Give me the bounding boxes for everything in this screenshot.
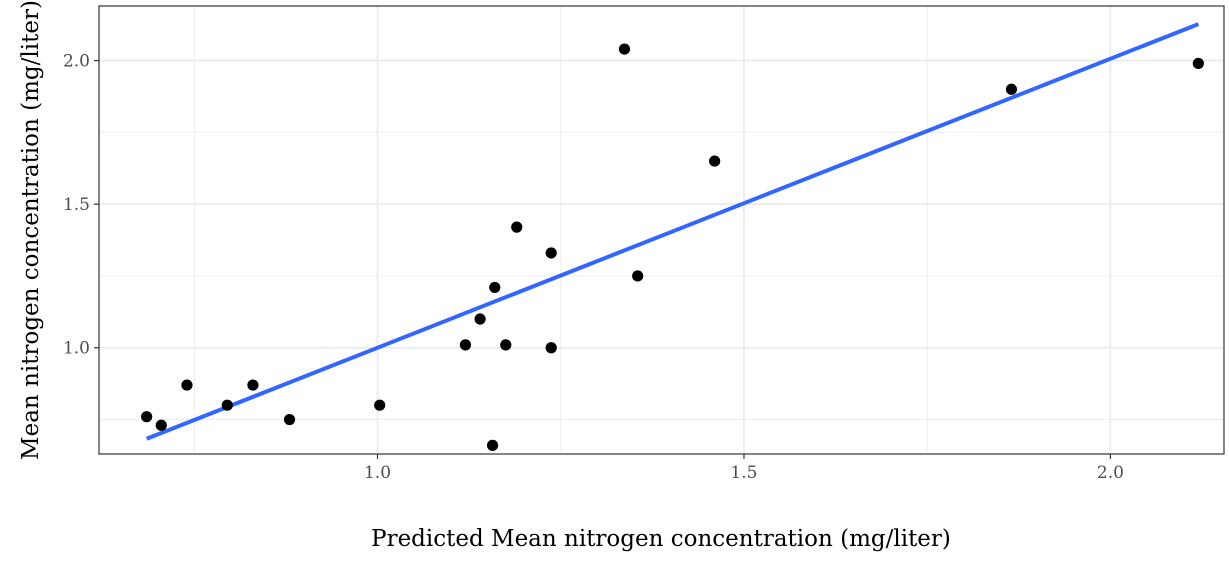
x-axis: 1.0 1.5 2.0: [364, 454, 1124, 483]
data-point: [181, 379, 193, 391]
x-tick-label: 1.5: [730, 463, 757, 483]
data-point: [489, 281, 501, 294]
points-layer: [141, 43, 1204, 451]
data-point: [474, 313, 486, 325]
y-axis: 1.0 1.5 2.0: [63, 52, 99, 359]
data-point: [632, 270, 644, 282]
y-tick-label: 1.0: [63, 339, 90, 359]
y-tick-label: 1.5: [63, 195, 90, 215]
data-point: [486, 439, 499, 451]
grid: [99, 6, 1224, 454]
data-point: [618, 43, 631, 55]
x-axis-title: Predicted Mean nitrogen concentration (m…: [371, 526, 951, 552]
data-point: [1192, 57, 1204, 70]
data-point: [247, 379, 259, 391]
data-point: [1005, 83, 1018, 95]
data-point: [511, 221, 523, 233]
y-axis-title: Mean nitrogen concentration (mg/liter): [18, 0, 44, 460]
x-tick-label: 1.0: [364, 463, 391, 483]
data-point: [709, 155, 721, 167]
data-point: [545, 247, 557, 259]
data-point: [283, 413, 296, 426]
data-point: [221, 399, 233, 411]
data-point: [374, 399, 386, 411]
fit-line-layer: [145, 22, 1200, 441]
fit-line: [145, 22, 1200, 441]
data-point: [141, 411, 153, 423]
data-point: [459, 339, 472, 351]
data-point: [500, 339, 512, 351]
data-point: [545, 342, 557, 354]
y-tick-label: 2.0: [63, 52, 90, 72]
data-point: [155, 419, 167, 431]
x-tick-label: 2.0: [1097, 463, 1124, 483]
panel-border: [98, 5, 1225, 455]
